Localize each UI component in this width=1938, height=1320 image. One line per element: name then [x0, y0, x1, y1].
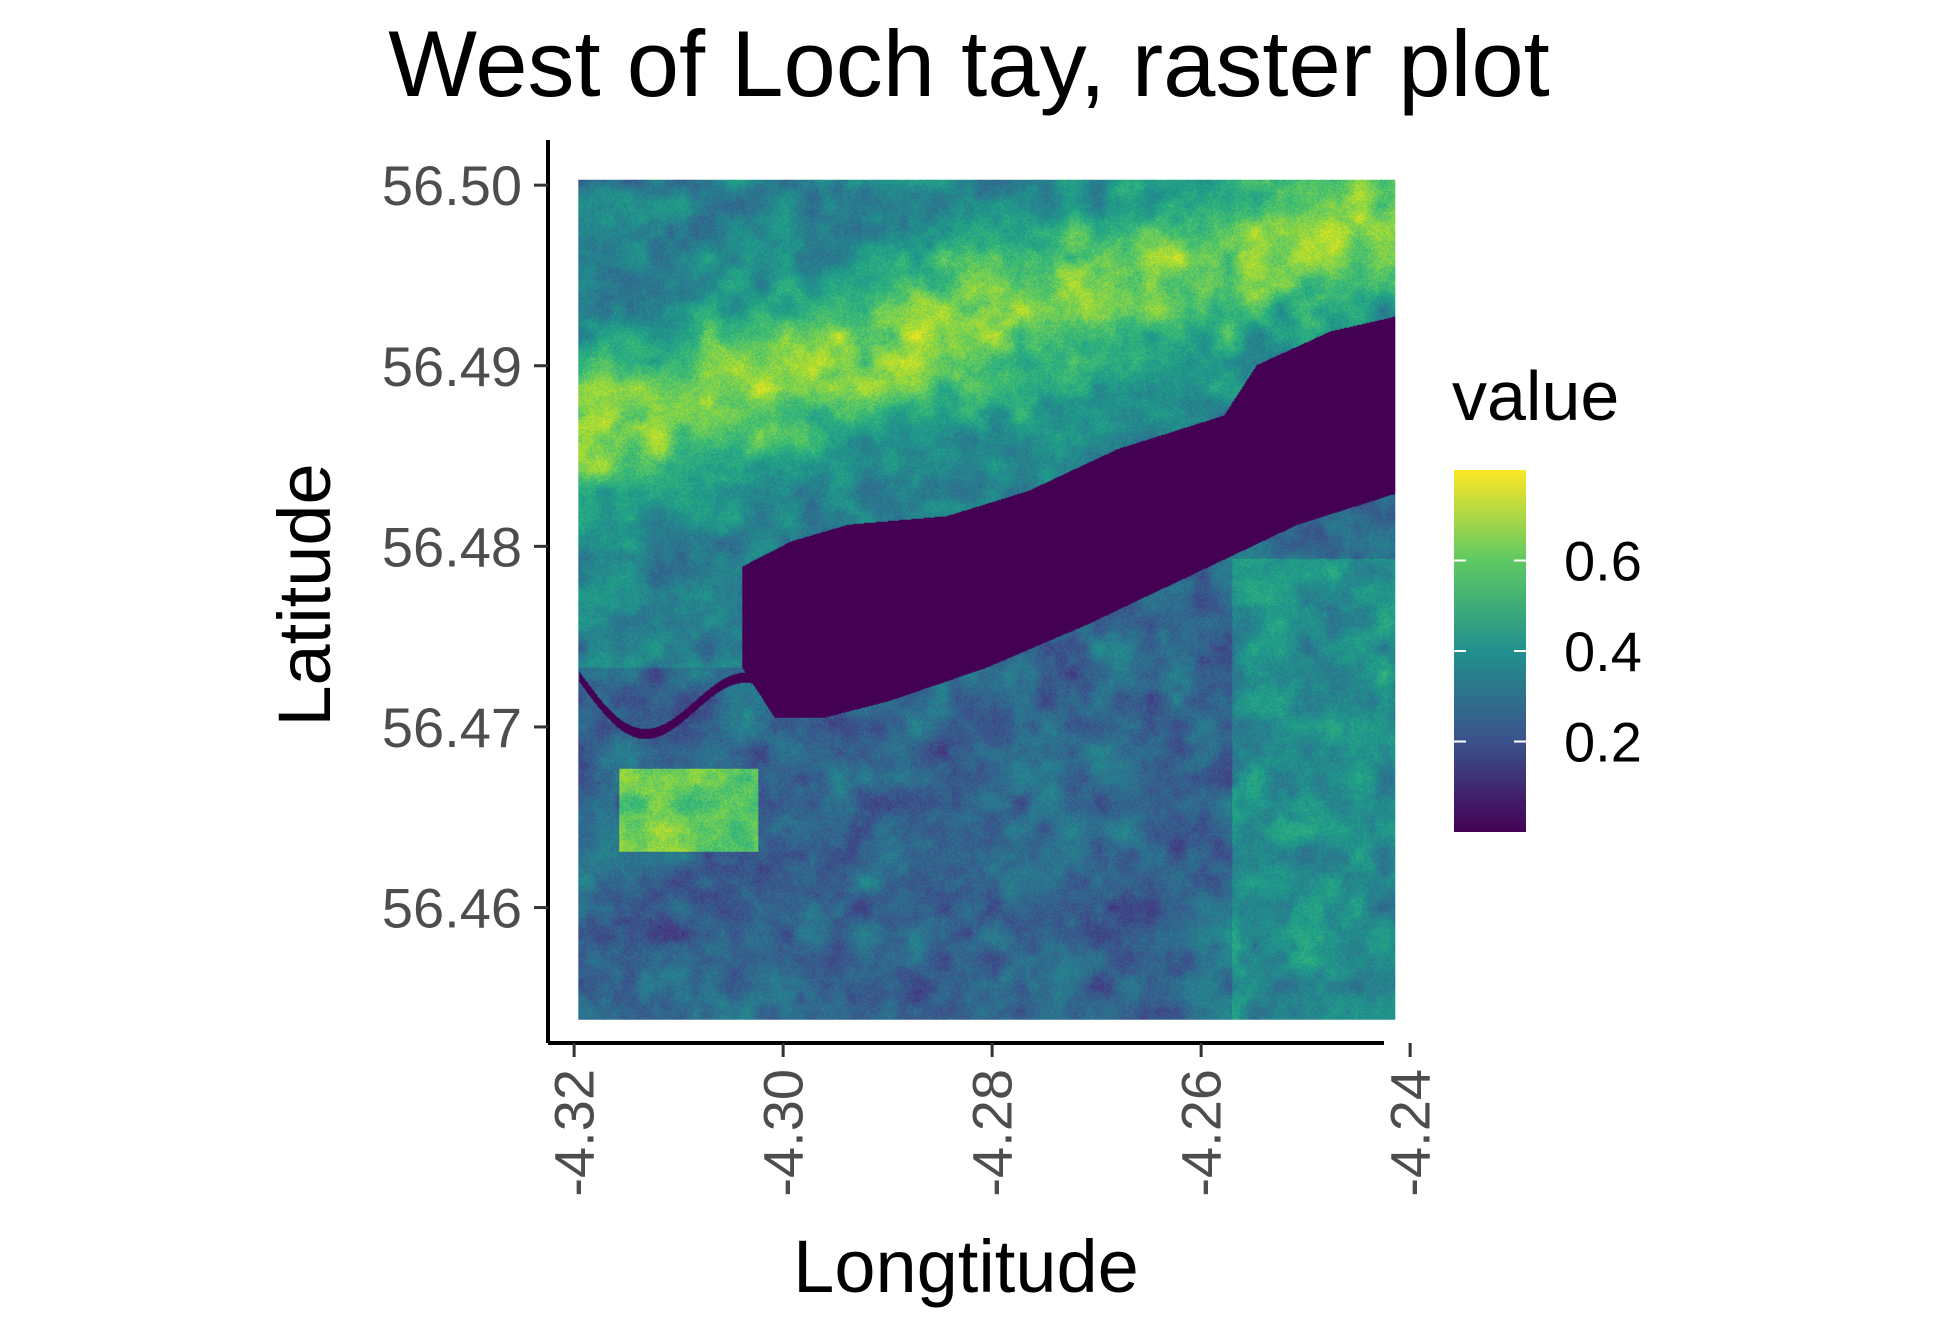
y-tick-label: 56.46: [382, 877, 522, 940]
colorbar-legend: value 0.2 0.4 0.6: [1452, 357, 1642, 832]
y-tick-label: 56.50: [382, 154, 522, 217]
colorbar-tick-label: 0.2: [1564, 711, 1642, 774]
colorbar-ticks: 0.2 0.4 0.6: [1454, 530, 1642, 774]
x-tick-label: -4.26: [1170, 1069, 1233, 1197]
colorbar-tick-label: 0.6: [1564, 530, 1642, 593]
x-tick-label: -4.30: [752, 1069, 815, 1197]
y-axis-title: Latitude: [263, 463, 346, 726]
y-axis-ticks: 56.50 56.49 56.48 56.47 56.46: [382, 154, 548, 940]
raster-image: [578, 179, 1396, 1020]
y-tick-label: 56.49: [382, 335, 522, 398]
y-tick-label: 56.48: [382, 515, 522, 578]
x-tick-label: -4.24: [1379, 1069, 1442, 1197]
x-axis-ticks: -4.32 -4.30 -4.28 -4.26 -4.24: [543, 1043, 1442, 1197]
colorbar-tick-label: 0.4: [1564, 620, 1642, 683]
chart-title: West of Loch tay, raster plot: [388, 11, 1550, 116]
x-tick-label: -4.28: [961, 1069, 1024, 1197]
x-tick-label: -4.32: [543, 1069, 606, 1197]
legend-title: value: [1452, 357, 1619, 435]
axes: [546, 140, 1384, 1045]
x-axis-title: Longtitude: [793, 1225, 1139, 1308]
y-tick-label: 56.47: [382, 696, 522, 759]
raster-cells: [578, 179, 1396, 1020]
